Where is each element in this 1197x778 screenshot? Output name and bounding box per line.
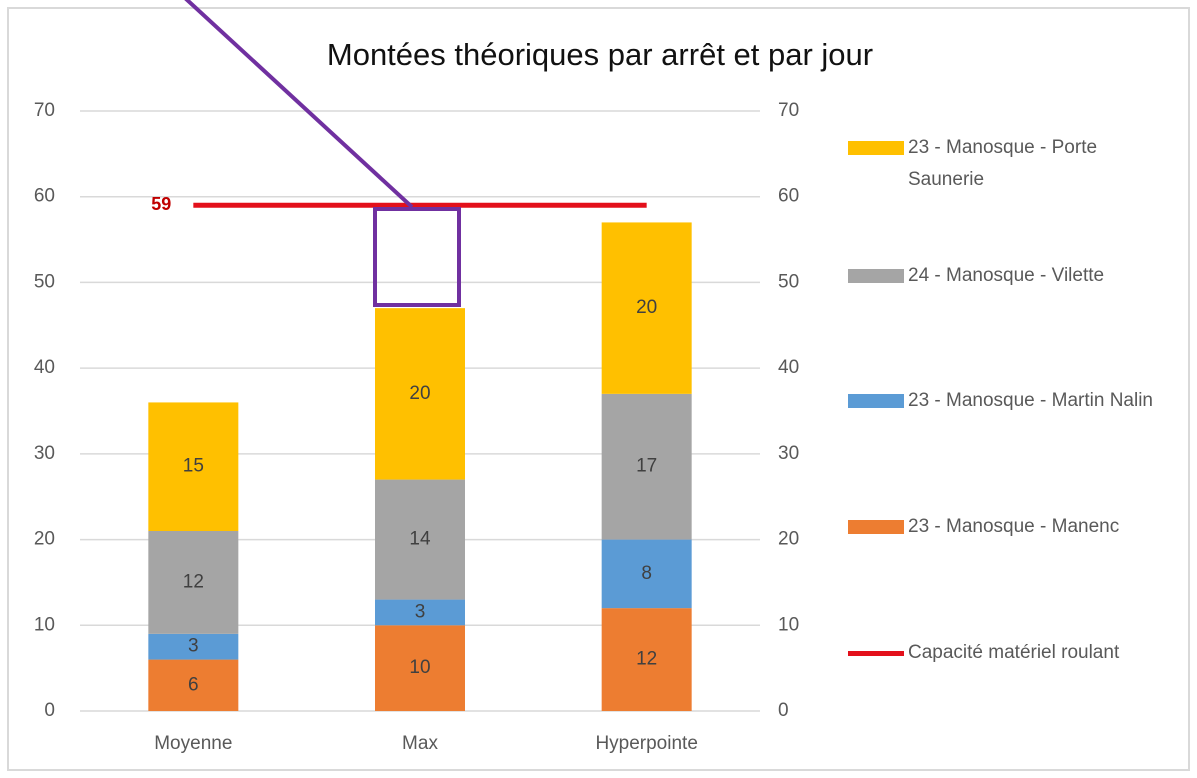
y2-tick-label: 10 xyxy=(778,614,799,635)
bar-segment xyxy=(601,393,692,540)
x-tick-label: Max xyxy=(402,733,438,754)
bar-segment xyxy=(601,222,692,394)
y2-tick-label: 70 xyxy=(778,100,799,121)
bar-segment xyxy=(375,599,465,626)
annotation-arrow xyxy=(184,0,414,209)
y-tick-label: 70 xyxy=(34,100,55,121)
legend-item: 23 - Manosque - Porte Saunerie xyxy=(848,132,1178,196)
data-label: 3 xyxy=(188,636,199,657)
data-label: 8 xyxy=(641,563,652,584)
legend-label: 23 - Manosque - Porte Saunerie xyxy=(908,137,1098,190)
data-label: 3 xyxy=(415,601,426,622)
annotation-box xyxy=(373,207,461,307)
legend-swatch xyxy=(848,651,904,656)
y2-tick-label: 20 xyxy=(778,529,799,550)
bar-segment xyxy=(148,633,239,660)
plot: 0 10 20 30 40 50 60 70 0 10 20 30 40 50 60 70 Moyenne Max… xyxy=(34,100,799,754)
bar-segment xyxy=(375,625,465,711)
y-tick-label: 40 xyxy=(34,357,55,378)
legend-item: 23 - Manosque - Manenc xyxy=(848,511,1178,543)
legend-swatch xyxy=(848,269,904,283)
y2-tick-label: 50 xyxy=(778,271,799,292)
bar-segment xyxy=(148,402,239,531)
y2-tick-label: 0 xyxy=(778,700,789,721)
data-label: 6 xyxy=(188,674,199,695)
legend-swatch xyxy=(848,394,904,408)
data-label: 14 xyxy=(409,529,431,550)
bar-segment xyxy=(375,479,465,600)
data-label: 15 xyxy=(183,456,204,477)
bar-segment xyxy=(375,308,465,480)
legend-swatch xyxy=(848,520,904,534)
legend-label: 23 - Manosque - Manenc xyxy=(908,516,1120,537)
x-tick-label: Hyperpointe xyxy=(595,733,697,754)
data-label: 12 xyxy=(183,571,204,592)
y-tick-label: 60 xyxy=(34,186,55,207)
y2-tick-label: 60 xyxy=(778,186,799,207)
x-tick-label: Moyenne xyxy=(154,733,232,754)
data-label: 59 xyxy=(151,194,171,214)
legend-item: Capacité matériel roulant xyxy=(848,637,1178,669)
data-label: 10 xyxy=(409,657,430,678)
legend-label: 23 - Manosque - Martin Nalin xyxy=(908,390,1153,411)
legend-label: Capacité matériel roulant xyxy=(908,642,1120,663)
legend-swatch xyxy=(848,141,904,155)
data-label: 17 xyxy=(636,456,657,477)
bar-segment xyxy=(601,608,692,711)
y-tick-label: 10 xyxy=(34,614,55,635)
bar-segment xyxy=(148,659,239,711)
legend-label: 24 - Manosque - Vilette xyxy=(908,265,1105,286)
data-label: 12 xyxy=(636,649,657,670)
y-tick-label: 20 xyxy=(34,529,55,550)
y2-tick-label: 30 xyxy=(778,443,799,464)
y-tick-label: 50 xyxy=(34,271,55,292)
data-label: 20 xyxy=(636,297,657,318)
bar-segment xyxy=(601,539,692,609)
y-tick-label: 0 xyxy=(44,700,55,721)
legend-item: 24 - Manosque - Vilette xyxy=(848,260,1178,292)
bar-segment xyxy=(148,531,239,634)
data-label: 20 xyxy=(409,383,430,404)
y-tick-label: 30 xyxy=(34,443,55,464)
legend-item: 23 - Manosque - Martin Nalin xyxy=(848,385,1178,417)
chart-title: Montées théoriques par arrêt et par jour xyxy=(327,37,873,72)
y2-tick-label: 40 xyxy=(778,357,799,378)
